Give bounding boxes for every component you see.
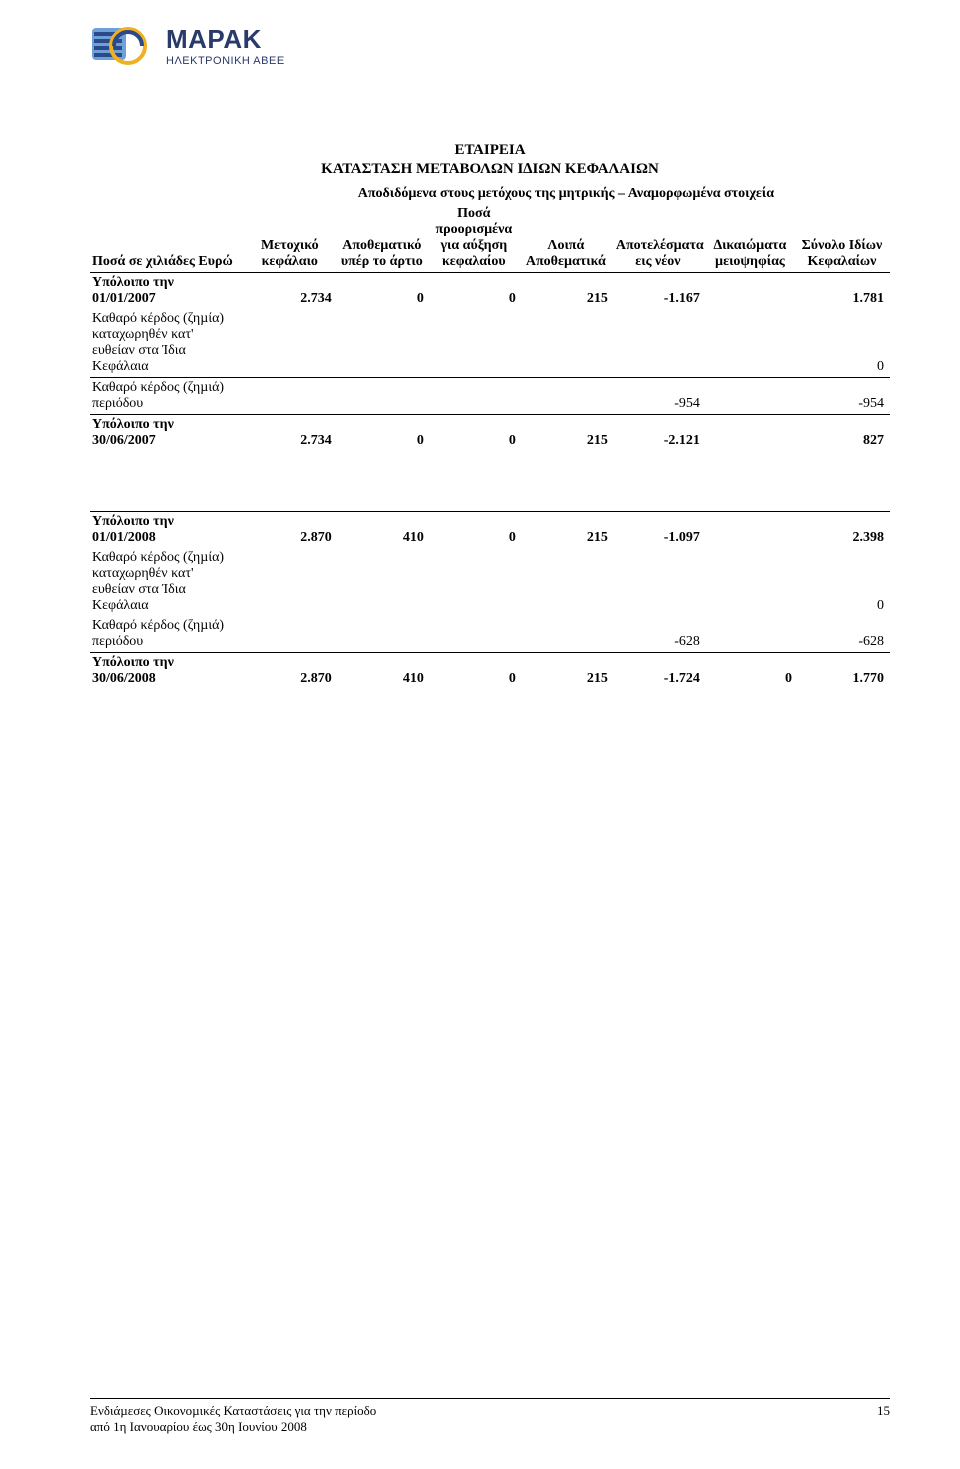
cell: 215 (522, 273, 614, 310)
cell: 0 (798, 309, 890, 378)
cell: 410 (338, 652, 430, 689)
cell (614, 548, 706, 616)
cell: 215 (522, 511, 614, 548)
cell (706, 415, 798, 452)
page-number: 15 (877, 1403, 890, 1435)
cell: -954 (798, 378, 890, 415)
cell (338, 616, 430, 653)
cell: 0 (430, 652, 522, 689)
cell: -2.121 (614, 415, 706, 452)
cell (706, 378, 798, 415)
col-header: Μετοχικό κεφάλαιο (246, 204, 338, 273)
cell: 0 (430, 511, 522, 548)
cell: 2.734 (246, 273, 338, 310)
cell (246, 548, 338, 616)
cell (430, 378, 522, 415)
row-label: Υπόλοιπο την 30/06/2008 (90, 652, 246, 689)
cell: 215 (522, 652, 614, 689)
col-header: Ποσά σε χιλιάδες Ευρώ (90, 204, 246, 273)
cell (430, 548, 522, 616)
table-head: Αποδιδόµενα στους µετόχους της µητρικής … (90, 184, 890, 273)
cell (522, 309, 614, 378)
cell (706, 548, 798, 616)
cell (338, 548, 430, 616)
cell: 2.870 (246, 511, 338, 548)
cell: 2.734 (246, 415, 338, 452)
cell: 0 (430, 273, 522, 310)
cell: 1.770 (798, 652, 890, 689)
col-header: Αποτελέσµατα εις νέον (614, 204, 706, 273)
cell: 0 (430, 415, 522, 452)
col-header: Σύνολο Ιδίων Κεφαλαίων (798, 204, 890, 273)
cell: 1.781 (798, 273, 890, 310)
brand-subtitle: ΗΛΕΚΤΡΟΝΙΚΗ ΑΒΕΕ (166, 55, 285, 67)
table-subtitle: ΚΑΤΑΣΤΑΣΗ ΜΕΤΑΒΟΛΩΝ Ι∆ΙΩΝ ΚΕΦΑΛΑΙΩΝ (90, 161, 890, 178)
row-label: Υπόλοιπο την 01/01/2007 (90, 273, 246, 310)
cell (706, 309, 798, 378)
brand-text: ΜΑΡΑΚ ΗΛΕΚΤΡΟΝΙΚΗ ΑΒΕΕ (166, 24, 285, 67)
cell: 0 (338, 415, 430, 452)
cell: 0 (798, 548, 890, 616)
cell: -628 (614, 616, 706, 653)
table-title: ΕΤΑΙΡΕΙΑ (90, 142, 890, 159)
footer-line-2: από 1η Ιανουαρίου έως 30η Ιουνίου 2008 (90, 1419, 376, 1435)
row-label: Καθαρό κέρδος (ζηµία) καταχωρηθέν κατ' ε… (90, 309, 246, 378)
col-header: ∆ικαιώµατα µειοψηφίας (706, 204, 798, 273)
cell: -1.097 (614, 511, 706, 548)
cell (246, 309, 338, 378)
cell (706, 616, 798, 653)
brand-name: ΜΑΡΑΚ (166, 24, 285, 55)
cell (522, 548, 614, 616)
cell (338, 378, 430, 415)
cell: 827 (798, 415, 890, 452)
cell (430, 616, 522, 653)
table-superheader: Αποδιδόµενα στους µετόχους της µητρικής … (246, 184, 890, 204)
cell (246, 616, 338, 653)
row-label: Υπόλοιπο την 30/06/2007 (90, 415, 246, 452)
footer-rule (90, 1398, 890, 1399)
cell: 0 (706, 652, 798, 689)
row-label: Καθαρό κέρδος (ζηµιά) περιόδου (90, 616, 246, 653)
cell: -1.167 (614, 273, 706, 310)
cell: 410 (338, 511, 430, 548)
equity-changes-table: Αποδιδόµενα στους µετόχους της µητρικής … (90, 184, 890, 689)
col-header: Λοιπά Αποθεµατικά (522, 204, 614, 273)
cell (614, 309, 706, 378)
brand-logo (90, 24, 150, 72)
cell (430, 309, 522, 378)
row-label: Καθαρό κέρδος (ζηµία) καταχωρηθέν κατ' ε… (90, 548, 246, 616)
cell (246, 378, 338, 415)
marak-logo-icon (90, 24, 150, 72)
cell (338, 309, 430, 378)
cell (522, 378, 614, 415)
cell: -1.724 (614, 652, 706, 689)
cell (706, 273, 798, 310)
row-label: Υπόλοιπο την 01/01/2008 (90, 511, 246, 548)
table-body-block-2: Υπόλοιπο την 01/01/2008 2.870 410 0 215 … (90, 511, 890, 689)
cell: -954 (614, 378, 706, 415)
footer-line-1: Ενδιάµεσες Οικονοµικές Καταστάσεις για τ… (90, 1403, 376, 1419)
page-footer: Ενδιάµεσες Οικονοµικές Καταστάσεις για τ… (90, 1398, 890, 1435)
cell (522, 616, 614, 653)
page-header: ΜΑΡΑΚ ΗΛΕΚΤΡΟΝΙΚΗ ΑΒΕΕ (90, 24, 890, 72)
cell: 2.398 (798, 511, 890, 548)
cell: 215 (522, 415, 614, 452)
table-body-block-1: Υπόλοιπο την 01/01/2007 2.734 0 0 215 -1… (90, 273, 890, 452)
cell: 0 (338, 273, 430, 310)
cell: 2.870 (246, 652, 338, 689)
cell (706, 511, 798, 548)
col-header: Αποθεµατικό υπέρ το άρτιο (338, 204, 430, 273)
col-header: Ποσά προορισµένα για αύξηση κεφαλαίου (430, 204, 522, 273)
footer-left: Ενδιάµεσες Οικονοµικές Καταστάσεις για τ… (90, 1403, 376, 1435)
cell: -628 (798, 616, 890, 653)
row-label: Καθαρό κέρδος (ζηµιά) περιόδου (90, 378, 246, 415)
